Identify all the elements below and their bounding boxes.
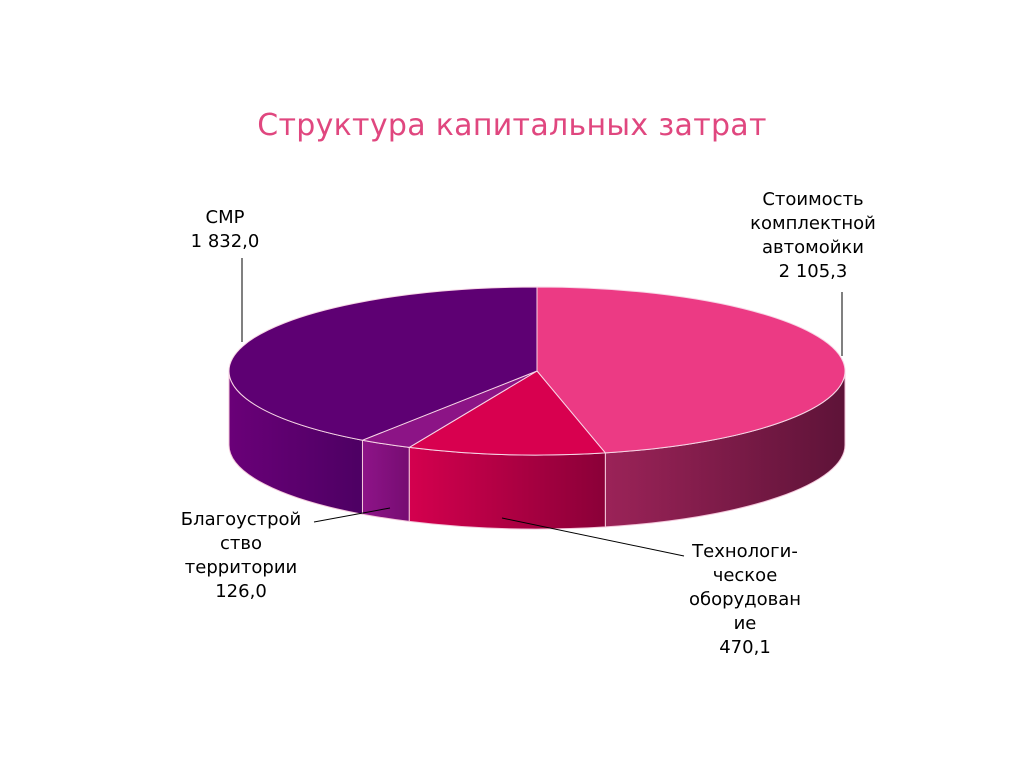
pie-slice (407, 370, 607, 456)
data-label-line: автомойки (762, 237, 864, 258)
leader-line (501, 517, 685, 557)
data-label-line: Технологи- (692, 541, 798, 562)
data-label-line: территории (184, 557, 298, 578)
data-label-line: ство (219, 533, 262, 554)
data-label-line: оборудован (688, 589, 802, 610)
data-label-line: Благоустрой (180, 509, 302, 530)
data-label-line: ческое (712, 565, 778, 586)
data-label: СМР 1 832,0 (170, 206, 280, 254)
data-label: Технологи-ческое оборудован ие 470,1 (668, 540, 822, 660)
data-label-line: комплектной (750, 213, 876, 234)
data-label-value: 126,0 (215, 581, 267, 602)
pie-slice (228, 286, 538, 441)
data-label-line: Стоимость (762, 189, 864, 210)
data-label-value: 2 105,3 (778, 261, 848, 282)
data-label-line: ие (733, 613, 757, 634)
pie-slice (536, 286, 846, 454)
data-label: Стоимость комплектной автомойки 2 105,3 (740, 188, 886, 284)
pie-slice-side (408, 446, 606, 530)
data-label: Благоустрой ство территории 126,0 (166, 508, 316, 604)
data-label-value: 1 832,0 (190, 231, 260, 252)
chart-title: Структура капитальных затрат (257, 108, 767, 143)
data-label-line: СМР (205, 207, 245, 228)
data-label-value: 470,1 (719, 637, 771, 658)
leader-line (313, 507, 391, 523)
